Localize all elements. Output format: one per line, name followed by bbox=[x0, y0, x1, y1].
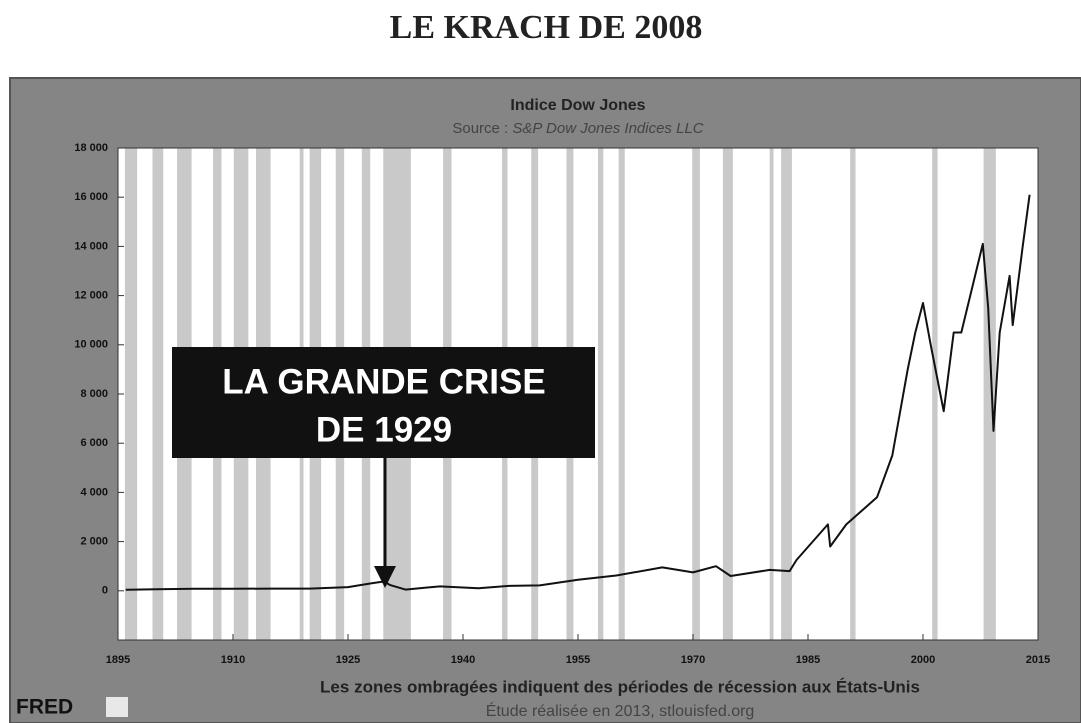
x-tick-label: 1940 bbox=[451, 654, 475, 666]
source-name: S&P Dow Jones Indices LLC bbox=[512, 120, 703, 137]
chart-title: Indice Dow Jones bbox=[510, 97, 645, 114]
page-title: LE KRACH DE 2008 bbox=[390, 9, 703, 46]
source-label: Source : bbox=[452, 120, 508, 137]
x-tick-label: 1895 bbox=[106, 654, 130, 666]
credit: Étude réalisée en 2013, stlouisfed.org bbox=[486, 701, 755, 720]
recession-band bbox=[618, 148, 625, 640]
y-tick-label: 8 000 bbox=[80, 388, 108, 400]
logo: FRED bbox=[16, 696, 73, 719]
recession-band bbox=[983, 148, 996, 640]
annotation-text: LA GRANDE CRISE bbox=[222, 362, 545, 401]
y-tick-label: 0 bbox=[102, 585, 108, 597]
x-note: Les zones ombragées indiquent des périod… bbox=[320, 677, 920, 696]
x-tick-label: 2015 bbox=[1026, 654, 1050, 666]
y-tick-label: 4 000 bbox=[80, 486, 108, 498]
source: Source : S&P Dow Jones Indices LLC bbox=[452, 120, 703, 137]
recession-band bbox=[692, 148, 700, 640]
y-tick-label: 14 000 bbox=[74, 240, 108, 252]
y-tick-label: 2 000 bbox=[80, 536, 108, 548]
recession-band bbox=[722, 148, 733, 640]
annotation-box bbox=[172, 347, 595, 458]
x-tick-label: 1955 bbox=[566, 654, 590, 666]
x-tick-label: 2000 bbox=[911, 654, 935, 666]
recession-band bbox=[850, 148, 856, 640]
recession-band bbox=[769, 148, 774, 640]
y-tick-label: 18 000 bbox=[74, 142, 108, 154]
y-tick-label: 16 000 bbox=[74, 191, 108, 203]
annotation-text: DE 1929 bbox=[316, 410, 452, 449]
y-tick-label: 10 000 bbox=[74, 339, 108, 351]
dow-jones-line bbox=[125, 194, 1031, 591]
recession-band bbox=[597, 148, 604, 640]
x-tick-label: 1925 bbox=[336, 654, 360, 666]
recession-band bbox=[781, 148, 792, 640]
x-tick-label: 1910 bbox=[221, 654, 245, 666]
y-tick-label: 6 000 bbox=[80, 437, 108, 449]
x-tick-label: 1970 bbox=[681, 654, 705, 666]
recession-band bbox=[932, 148, 938, 640]
recession-band bbox=[152, 148, 164, 640]
recession-band bbox=[124, 148, 138, 640]
logo-icon bbox=[106, 697, 128, 717]
y-tick-label: 12 000 bbox=[74, 290, 108, 302]
annotation-arrowhead bbox=[374, 566, 396, 588]
plot-frame bbox=[117, 147, 1039, 641]
x-tick-label: 1985 bbox=[796, 654, 820, 666]
